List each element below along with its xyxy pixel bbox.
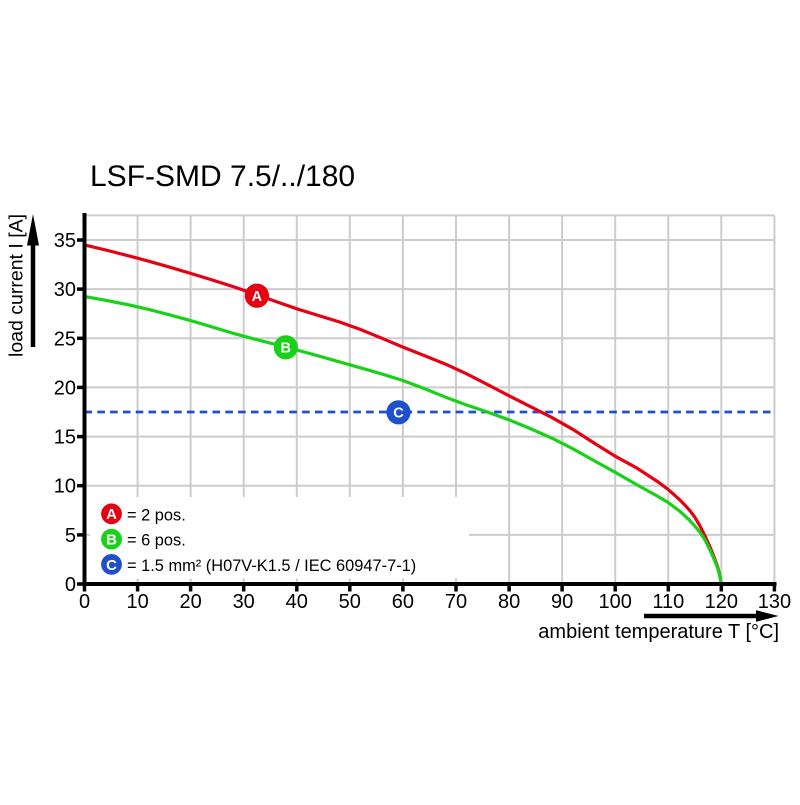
svg-text:B: B [281,341,291,357]
svg-text:30: 30 [54,279,76,301]
svg-text:70: 70 [445,591,467,613]
svg-text:30: 30 [233,591,255,613]
svg-text:40: 40 [286,591,308,613]
svg-text:= 2 pos.: = 2 pos. [127,506,186,524]
svg-text:80: 80 [498,591,520,613]
svg-text:0: 0 [79,591,90,613]
svg-text:A: A [106,506,117,523]
svg-text:= 1.5 mm² (H07V-K1.5 / IEC 609: = 1.5 mm² (H07V-K1.5 / IEC 60947-7-1) [127,557,416,575]
svg-text:B: B [106,532,117,549]
svg-text:C: C [106,557,117,574]
svg-text:5: 5 [65,525,76,547]
svg-text:C: C [393,406,404,422]
svg-text:load current I [A]: load current I [A] [6,214,28,357]
svg-text:50: 50 [339,591,361,613]
svg-text:A: A [252,289,263,305]
svg-text:130: 130 [758,591,791,613]
svg-text:90: 90 [551,591,573,613]
svg-text:20: 20 [179,591,201,613]
svg-text:10: 10 [54,476,76,498]
svg-text:35: 35 [54,230,76,252]
svg-text:= 6 pos.: = 6 pos. [127,532,186,550]
svg-text:110: 110 [652,591,684,613]
svg-text:120: 120 [705,591,738,613]
svg-text:100: 100 [599,591,632,613]
svg-text:25: 25 [54,328,76,350]
svg-text:ambient temperature T [°C]: ambient temperature T [°C] [538,621,779,643]
svg-text:15: 15 [54,427,76,449]
svg-text:0: 0 [65,574,76,596]
svg-text:60: 60 [392,591,414,613]
svg-text:LSF-SMD 7.5/../180: LSF-SMD 7.5/../180 [90,160,355,193]
svg-text:10: 10 [126,591,148,613]
svg-text:20: 20 [54,377,76,399]
